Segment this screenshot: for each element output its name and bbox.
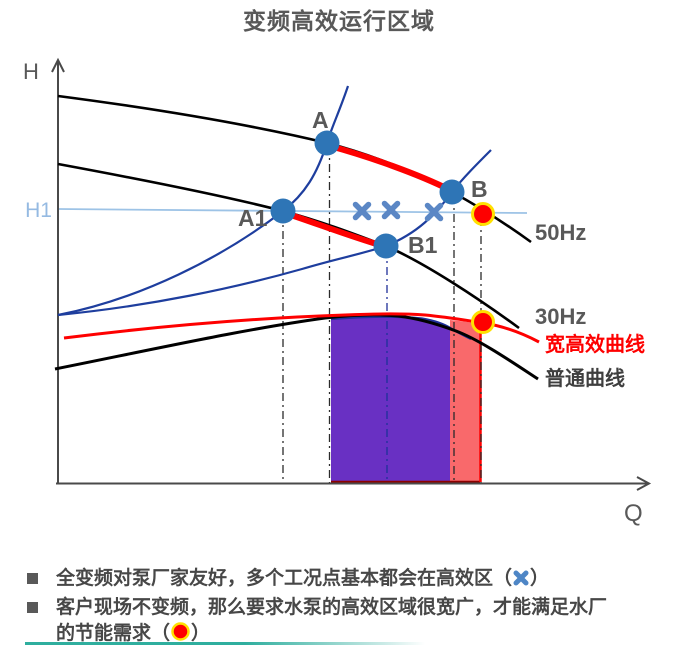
point-a-label: A [312,107,329,133]
h1-label: H1 [25,199,52,222]
y-axis-label: H [23,59,39,84]
note-row-2: 客户现场不变频，那么要求水泵的高效区域很宽广，才能满足水厂 的节能需求（ ） [27,595,657,647]
pump-curve-chart: H Q H1 A A1 B B1 50Hz 30Hz 宽高效曲线 普通曲线 [23,57,652,527]
curve-30hz-label: 30Hz [535,304,586,329]
note-2-text: 客户现场不变频，那么要求水泵的高效区域很宽广，才能满足水厂 的节能需求（ ） [56,595,607,647]
note-1-post: ） [530,568,550,589]
x-axis-label: Q [624,500,643,527]
x-marker-icon [424,202,444,222]
point-b1-label: B1 [408,232,438,258]
red-dot-lower [471,310,495,334]
point-b-dot [439,179,465,205]
x-markers [352,200,444,222]
system-curve-a [57,85,350,317]
point-b1-dot [373,233,399,259]
curve-wide-label: 宽高效曲线 [545,332,645,356]
x-marker-icon [352,201,372,221]
note-2-line1: 客户现场不变频，那么要求水泵的高效区域很宽广，才能满足水厂 [56,597,608,618]
curve-normal-label: 普通曲线 [545,366,625,390]
point-a-dot [314,130,340,156]
notes-block: 全变频对泵厂家友好，多个工况点基本都会在高效区（ ） 客户现场不变频，那么要求水泵… [27,566,657,648]
page-title: 变频高效运行区域 [243,8,435,34]
purple-high-efficiency-region [331,316,450,483]
red-dot-upper [471,202,495,226]
axes [51,57,652,491]
pink-extended-region [450,320,480,483]
point-b-label: B [471,176,488,202]
note-1-text: 全变频对泵厂家友好，多个工况点基本都会在高效区（ ） [56,566,549,592]
curve-50hz-label: 50Hz [535,220,586,245]
curve-50hz [57,94,532,244]
divider-line [25,642,425,645]
x-axis-arrow [636,476,652,491]
x-marker-icon [381,200,401,220]
note-row-1: 全变频对泵厂家友好，多个工况点基本都会在高效区（ ） [27,566,657,592]
highlight-segment-a-b [327,143,453,193]
point-a1-label: A1 [238,205,268,231]
y-axis-arrow [51,57,65,73]
note-1-pre: 全变频对泵厂家友好，多个工况点基本都会在高效区（ [56,568,513,589]
blue-x-icon [513,570,529,586]
red-dot-icon [171,622,190,641]
bullet-square-icon [27,573,38,584]
bullet-square-icon [27,602,38,613]
note-2-line2-pre: 的节能需求（ [56,623,171,644]
highlight-segment-a1-b1 [282,210,386,249]
note-2-line2-post: ） [191,623,211,644]
point-a1-dot [270,198,296,224]
